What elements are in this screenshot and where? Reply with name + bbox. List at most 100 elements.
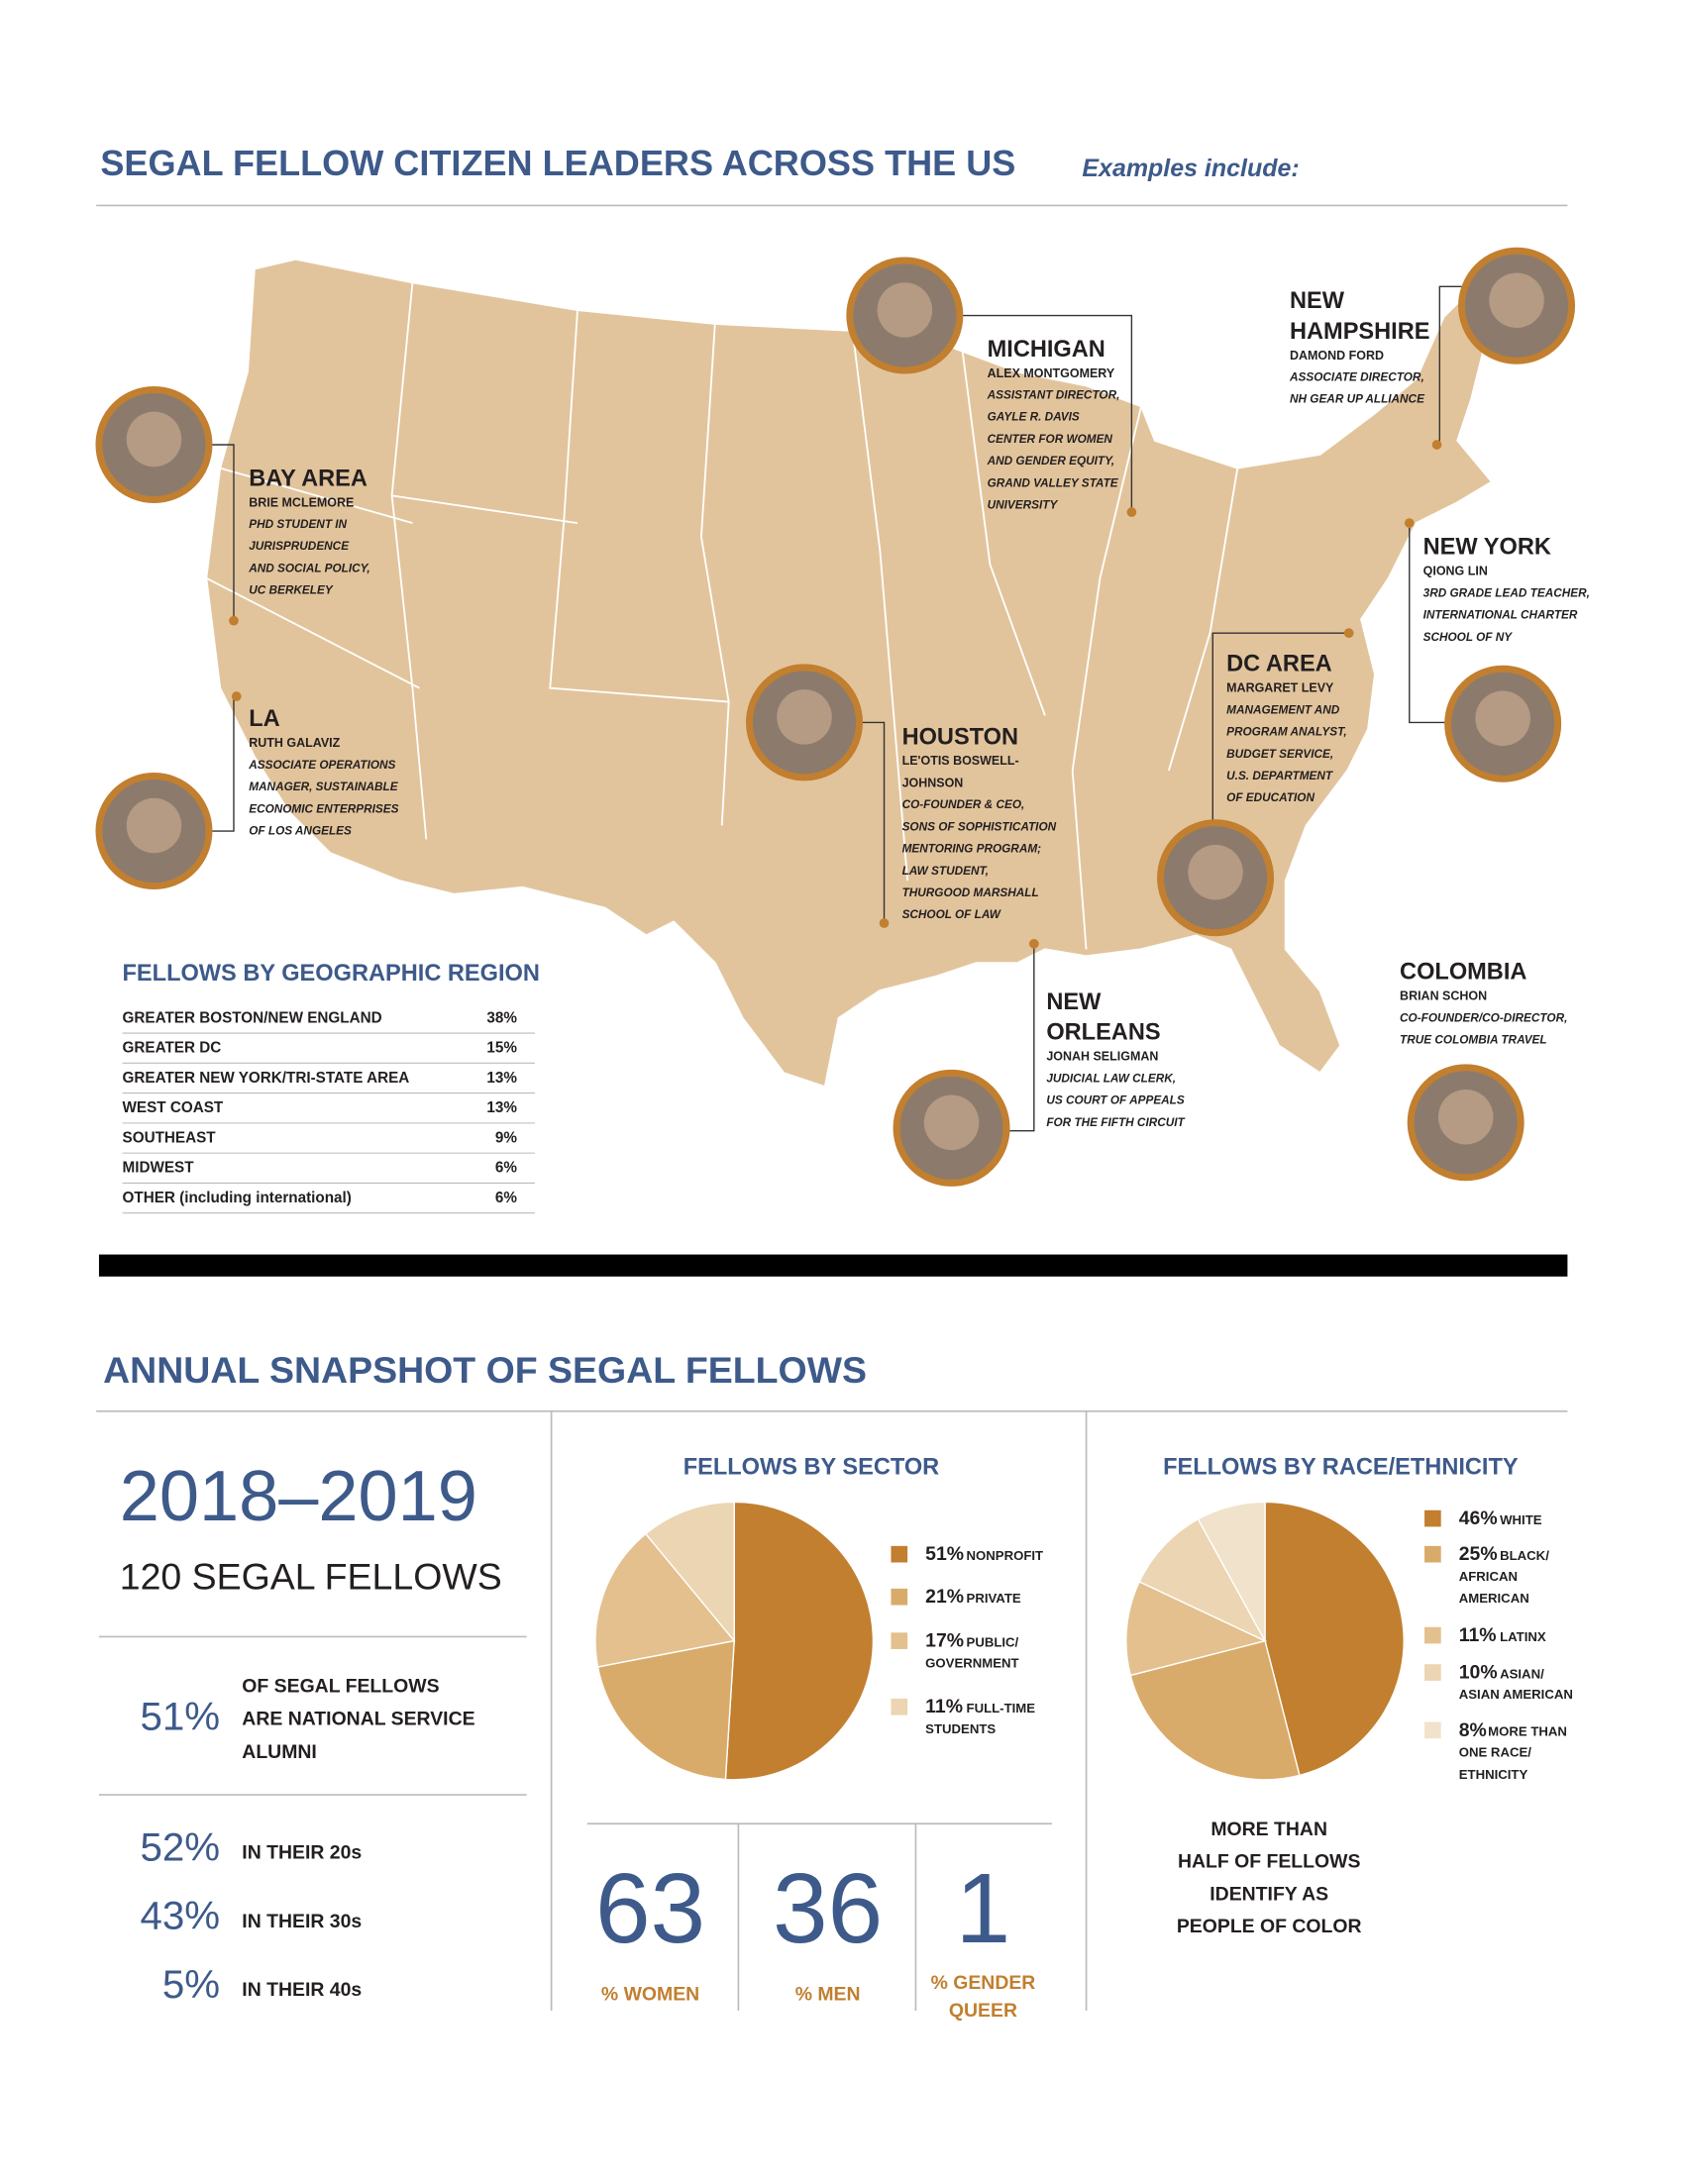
person-role: U.S. DEPARTMENT xyxy=(1226,770,1334,782)
person-role: ECONOMIC ENTERPRISES xyxy=(249,802,398,815)
connector xyxy=(1211,632,1349,826)
legend-percent: 8% xyxy=(1459,1719,1487,1741)
alumni-text: OF SEGAL FELLOWS xyxy=(242,1675,439,1697)
person-name: MARGARET LEVY xyxy=(1226,681,1334,695)
table-title: FELLOWS BY GEOGRAPHIC REGION xyxy=(123,960,540,986)
photo-face xyxy=(1475,690,1530,746)
pie-title: FELLOWS BY SECTOR xyxy=(684,1453,940,1479)
region-label: SOUTHEAST xyxy=(123,1129,217,1146)
section-title: ANNUAL SNAPSHOT OF SEGAL FELLOWS xyxy=(103,1349,867,1391)
person-name: DAMOND FORD xyxy=(1290,349,1384,363)
pie-title: FELLOWS BY RACE/ETHNICITY xyxy=(1163,1453,1519,1479)
race-caption: PEOPLE OF COLOR xyxy=(1177,1916,1362,1937)
pie-slice xyxy=(594,1532,736,1668)
pie-slice xyxy=(1138,1517,1267,1643)
person-role: 3RD GRADE LEAD TEACHER, xyxy=(1423,586,1590,599)
legend-label: PRIVATE xyxy=(967,1591,1021,1606)
race-caption: HALF OF FELLOWS xyxy=(1178,1851,1361,1873)
person-name: JONAH SELIGMAN xyxy=(1046,1050,1158,1064)
legend-percent: 25% xyxy=(1459,1543,1498,1565)
legend-swatch xyxy=(1424,1509,1441,1527)
legend-percent: 11% xyxy=(1459,1624,1497,1646)
person-role: LAW STUDENT, xyxy=(902,865,989,878)
legend-label: NONPROFIT xyxy=(967,1548,1044,1563)
region-percent: 13% xyxy=(486,1070,517,1087)
gender-label: % MEN xyxy=(795,1983,861,2005)
region-percent: 6% xyxy=(495,1190,517,1206)
location-dot xyxy=(1028,939,1039,949)
person-role: GRAND VALLEY STATE xyxy=(988,476,1119,489)
person-role: MANAGER, SUSTAINABLE xyxy=(249,780,398,793)
legend-swatch xyxy=(1424,1721,1441,1739)
age-label: IN THEIR 30s xyxy=(242,1911,362,1932)
connector xyxy=(208,444,235,621)
legend-label: WHITE xyxy=(1500,1512,1542,1527)
person-role: FOR THE FIFTH CIRCUIT xyxy=(1046,1116,1186,1129)
pie-slice xyxy=(1125,1581,1268,1677)
years: 2018–2019 xyxy=(120,1457,477,1536)
race-caption: MORE THAN xyxy=(1210,1819,1327,1840)
location-dot xyxy=(1404,518,1415,528)
legend-swatch xyxy=(891,1698,908,1716)
location-dot xyxy=(1343,628,1354,639)
legend-label: MORE THAN xyxy=(1488,1724,1567,1739)
subtitle: Examples include: xyxy=(1082,155,1299,182)
alumni-percent: 51% xyxy=(141,1694,221,1738)
location-dot xyxy=(231,691,242,701)
gender-label: % GENDER xyxy=(931,1972,1036,1994)
region-name: DC AREA xyxy=(1226,651,1332,676)
region-name: ORLEANS xyxy=(1046,1019,1160,1045)
connector xyxy=(859,721,886,924)
person-role: UC BERKELEY xyxy=(249,584,334,597)
person-role: SCHOOL OF LAW xyxy=(902,908,1001,921)
person-role: INTERNATIONAL CHARTER xyxy=(1423,609,1578,622)
legend-label: LATINX xyxy=(1500,1629,1546,1644)
pie-slice xyxy=(1264,1501,1405,1777)
person-name: BRIE MCLEMORE xyxy=(249,495,354,509)
pie-slice xyxy=(1197,1501,1266,1641)
connector xyxy=(211,695,237,832)
region-percent: 38% xyxy=(486,1009,517,1026)
legend-label: ONE RACE/ xyxy=(1459,1745,1532,1760)
region-percent: 13% xyxy=(486,1099,517,1116)
person-name: ALEX MONTGOMERY xyxy=(988,366,1115,380)
region-label: OTHER (including international) xyxy=(123,1190,352,1206)
person-role: PHD STUDENT IN xyxy=(249,518,347,531)
region-name: LA xyxy=(249,705,279,731)
region-name: HOUSTON xyxy=(902,723,1018,749)
region-name: NEW YORK xyxy=(1423,534,1551,560)
person-role: CO-FOUNDER/CO-DIRECTOR, xyxy=(1400,1011,1567,1024)
person-name: QIONG LIN xyxy=(1423,565,1488,578)
gender-number: 63 xyxy=(595,1854,705,1964)
region-name: NEW xyxy=(1046,988,1102,1014)
region-name: MICHIGAN xyxy=(988,336,1105,362)
legend-label: BLACK/ xyxy=(1500,1548,1549,1563)
legend-percent: 11% xyxy=(925,1696,963,1717)
alumni-text: ALUMNI xyxy=(242,1741,317,1763)
region-name: HAMPSHIRE xyxy=(1290,318,1429,344)
location-dot xyxy=(229,615,239,626)
person-name: JOHNSON xyxy=(902,776,964,789)
person-role: MANAGEMENT AND xyxy=(1226,703,1340,716)
legend-label: AMERICAN xyxy=(1459,1591,1529,1606)
person-name: RUTH GALAVIZ xyxy=(249,736,340,750)
gender-number: 36 xyxy=(773,1854,883,1964)
photo-face xyxy=(126,797,182,854)
region-percent: 9% xyxy=(495,1129,517,1146)
person-role: SCHOOL OF NY xyxy=(1423,631,1514,644)
person-role: GAYLE R. DAVIS xyxy=(988,411,1080,424)
person-role: ASSOCIATE OPERATIONS xyxy=(248,759,395,772)
region-label: MIDWEST xyxy=(123,1160,195,1177)
region-percent: 15% xyxy=(486,1040,517,1057)
person-role: AND GENDER EQUITY, xyxy=(987,455,1115,468)
legend-percent: 46% xyxy=(1459,1508,1498,1529)
legend-label: ETHNICITY xyxy=(1459,1767,1528,1782)
pie-slice xyxy=(1129,1639,1301,1781)
age-label: IN THEIR 40s xyxy=(242,1979,362,2001)
person-name: LE'OTIS BOSWELL- xyxy=(902,754,1019,768)
photo-face xyxy=(777,689,832,745)
legend-label: FULL-TIME xyxy=(967,1701,1036,1716)
photo-face xyxy=(1437,1090,1494,1145)
